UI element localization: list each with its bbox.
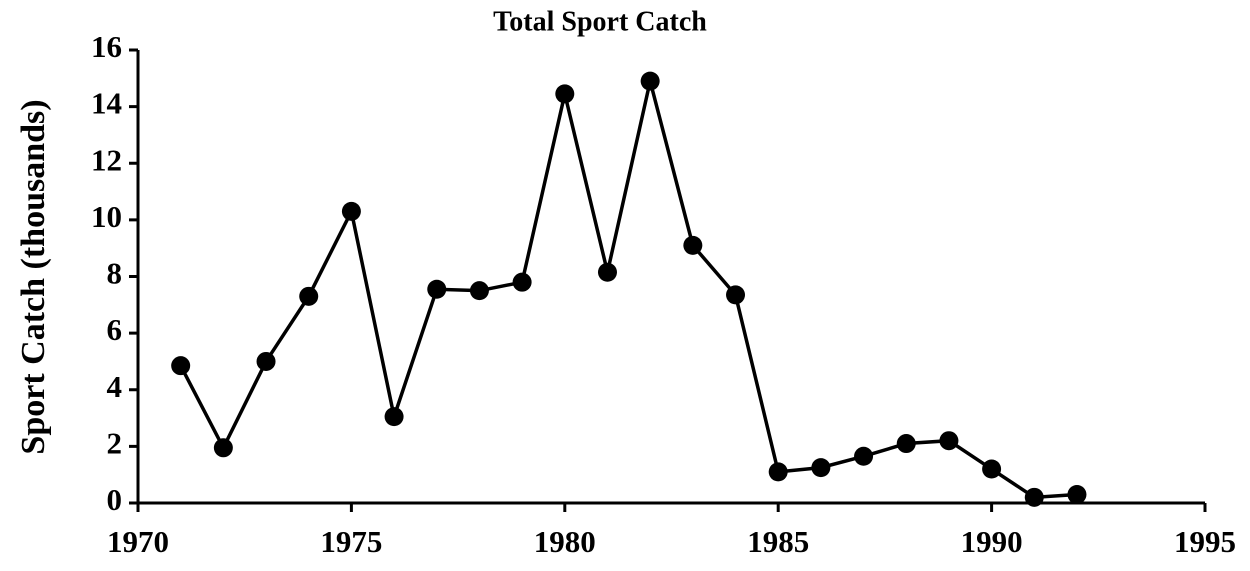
data-point [1024,487,1044,507]
x-tick-label: 1990 [961,524,1023,559]
y-tick-label: 2 [107,425,123,460]
data-point [854,446,874,466]
data-point [811,458,831,478]
data-line [179,80,1078,500]
x-tick-label: 1975 [320,524,382,559]
data-point [299,286,319,306]
data-point [982,459,1002,479]
data-point [256,351,276,371]
x-tick-label: 1980 [534,524,596,559]
chart-title: Total Sport Catch [493,6,707,37]
data-point [640,71,660,91]
data-point [768,462,788,482]
data-point [1067,485,1087,505]
data-point [427,279,447,299]
data-point [939,431,959,451]
y-tick-label: 10 [91,199,122,234]
y-tick-label: 14 [91,86,122,121]
y-tick-label: 12 [91,142,122,177]
data-point [683,235,703,255]
y-tick-label: 0 [107,482,123,517]
y-tick-label: 6 [107,312,123,347]
y-tick-label: 16 [91,29,122,64]
x-tick-label: 1995 [1174,524,1236,559]
data-point [896,434,916,454]
data-point [512,272,532,292]
y-tick-label: 4 [107,369,123,404]
data-point [726,285,746,305]
y-tick-label: 8 [107,256,123,291]
data-point [555,84,575,104]
data-point [597,262,617,282]
y-axis-label: Sport Catch (thousands) [15,99,52,454]
data-point [341,201,361,221]
x-tick-label: 1970 [107,524,169,559]
data-point [213,438,233,458]
data-point [384,407,404,427]
data-point [171,356,191,376]
data-point [469,281,489,301]
x-tick-label: 1985 [747,524,809,559]
